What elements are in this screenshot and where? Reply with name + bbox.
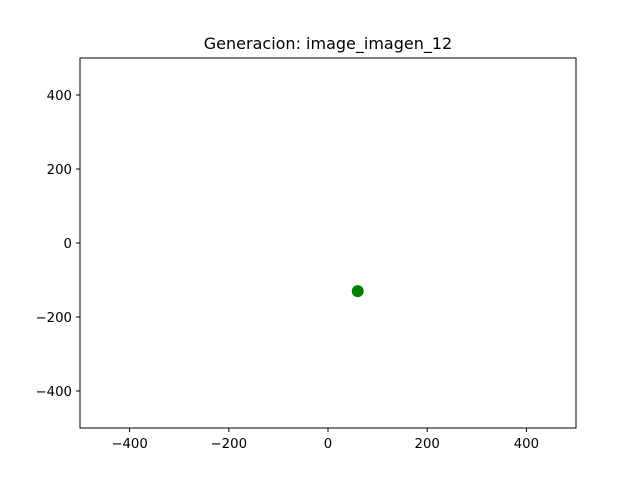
- y-axis: −400 −200 0 200 400: [35, 89, 80, 400]
- x-tick-label: 0: [324, 437, 332, 452]
- x-tick-label: −200: [211, 437, 248, 452]
- x-axis: −400 −200 0 200 400: [111, 428, 539, 452]
- x-tick-label: 400: [514, 437, 539, 452]
- y-tick-label: 200: [47, 163, 72, 178]
- y-tick-label: −200: [35, 311, 72, 326]
- plot-area: [79, 57, 577, 429]
- x-tick-label: −400: [111, 437, 148, 452]
- x-tick-label: 200: [415, 437, 440, 452]
- chart-title: Generacion: image_imagen_12: [204, 34, 452, 54]
- data-points: [351, 285, 364, 298]
- data-point: [351, 285, 364, 298]
- y-tick-label: 0: [64, 237, 72, 252]
- y-tick-label: −400: [35, 385, 72, 400]
- y-tick-label: 400: [47, 89, 72, 104]
